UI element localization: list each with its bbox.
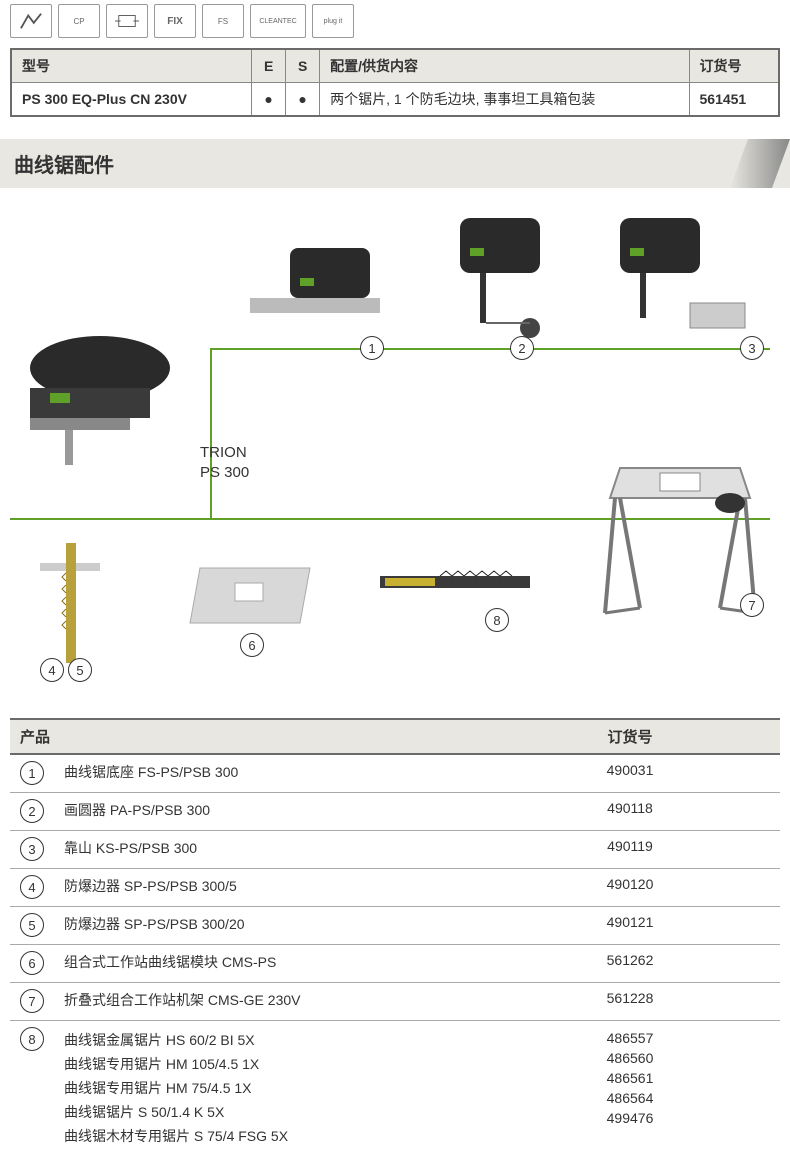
row-num: 8 xyxy=(10,1021,54,1155)
row-num: 3 xyxy=(10,831,54,869)
num-1: 1 xyxy=(360,336,384,360)
num-2: 2 xyxy=(510,336,534,360)
cell-e: ● xyxy=(252,83,286,117)
feature-icon xyxy=(10,4,52,38)
header-s: S xyxy=(286,49,320,83)
row-num: 7 xyxy=(10,983,54,1021)
num-7: 7 xyxy=(740,593,764,617)
header-order: 订货号 xyxy=(689,49,779,83)
feature-icon: FIX xyxy=(154,4,196,38)
header-config: 配置/供货内容 xyxy=(320,49,689,83)
row-order: 490121 xyxy=(480,907,780,945)
main-product xyxy=(10,318,210,468)
accessory-3 xyxy=(580,208,760,348)
cell-model: PS 300 EQ-Plus CN 230V xyxy=(11,83,252,117)
header-e: E xyxy=(252,49,286,83)
row-name: 防爆边器 SP-PS/PSB 300/5 xyxy=(54,869,480,907)
header-model: 型号 xyxy=(11,49,252,83)
accessory-1 xyxy=(240,238,390,348)
feature-icon-row: CP FIX FS CLEANTEC plug it xyxy=(0,0,790,48)
num-8: 8 xyxy=(485,608,509,632)
row-name: 靠山 KS-PS/PSB 300 xyxy=(54,831,480,869)
main-product-label: TRION PS 300 xyxy=(200,443,249,482)
row-order: 561228 xyxy=(480,983,780,1021)
feature-icon: plug it xyxy=(312,4,354,38)
row-order: 561262 xyxy=(480,945,780,983)
row-name: 组合式工作站曲线锯模块 CMS-PS xyxy=(54,945,480,983)
row-name: 画圆器 PA-PS/PSB 300 xyxy=(54,793,480,831)
accessory-6 xyxy=(180,558,320,638)
section-title: 曲线锯配件 xyxy=(14,155,114,177)
accessory-2 xyxy=(410,208,570,348)
row-num: 5 xyxy=(10,907,54,945)
num-3: 3 xyxy=(740,336,764,360)
row-name: 防爆边器 SP-PS/PSB 300/20 xyxy=(54,907,480,945)
feature-icon: CLEANTEC xyxy=(250,4,306,38)
num-4: 4 xyxy=(40,658,64,682)
row-order: 490118 xyxy=(480,793,780,831)
row-name: 曲线锯金属锯片 HS 60/2 BI 5X曲线锯专用锯片 HM 105/4.5 … xyxy=(54,1021,480,1155)
feature-icon: FS xyxy=(202,4,244,38)
accessory-45 xyxy=(30,543,120,673)
row-num: 6 xyxy=(10,945,54,983)
row-order: 490120 xyxy=(480,869,780,907)
num-5: 5 xyxy=(68,658,92,682)
row-num: 4 xyxy=(10,869,54,907)
feature-icon: CP xyxy=(58,4,100,38)
header-order: 订货号 xyxy=(480,719,780,754)
num-6: 6 xyxy=(240,633,264,657)
row-order: 490031 xyxy=(480,754,780,793)
cell-s: ● xyxy=(286,83,320,117)
accessory-diagram: TRION PS 300 1 2 3 4 5 6 8 7 xyxy=(10,188,780,688)
cell-config: 两个锯片, 1 个防毛边块, 事事坦工具箱包装 xyxy=(320,83,689,117)
row-num: 1 xyxy=(10,754,54,793)
row-name: 折叠式组合工作站机架 CMS-GE 230V xyxy=(54,983,480,1021)
header-product: 产品 xyxy=(10,719,480,754)
accessory-8 xyxy=(380,568,540,598)
model-config-table: 型号 E S 配置/供货内容 订货号 PS 300 EQ-Plus CN 230… xyxy=(10,48,780,117)
section-header: 曲线锯配件 xyxy=(0,139,790,188)
row-num: 2 xyxy=(10,793,54,831)
row-order: 486557486560486561486564499476 xyxy=(480,1021,780,1155)
accessory-table: 产品 订货号 1曲线锯底座 FS-PS/PSB 300490031 2画圆器 PA… xyxy=(10,718,780,1155)
feature-icon xyxy=(106,4,148,38)
row-name: 曲线锯底座 FS-PS/PSB 300 xyxy=(54,754,480,793)
cell-order: 561451 xyxy=(689,83,779,117)
row-order: 490119 xyxy=(480,831,780,869)
